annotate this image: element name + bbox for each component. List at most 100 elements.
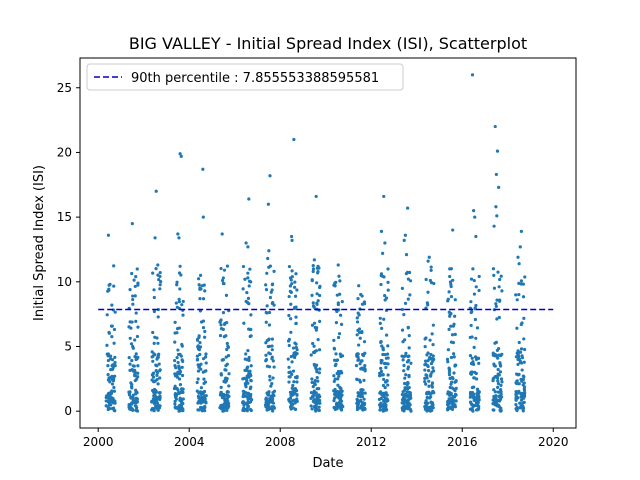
data-point [468,392,473,397]
data-point [153,335,157,339]
data-point [380,344,384,348]
data-point [498,370,503,374]
data-point [225,320,229,325]
data-point [311,269,315,274]
data-point [521,409,525,413]
data-point [248,327,252,332]
data-point [428,355,432,360]
data-point [475,407,479,412]
data-point [316,299,320,303]
data-point [133,368,137,372]
data-point [337,403,341,408]
data-point [272,269,276,273]
data-point [175,375,179,379]
data-point [334,352,338,356]
data-point [111,363,115,367]
data-point [150,378,154,382]
data-point [334,321,339,325]
data-point [106,400,110,404]
data-point [334,362,338,366]
data-point [310,293,314,297]
y-tick-label: 15 [57,210,72,224]
data-point [128,362,132,366]
data-point [136,375,140,379]
data-point [427,255,431,259]
data-point [219,372,223,376]
data-point [317,266,321,270]
data-point [181,313,185,317]
data-point [106,352,111,356]
data-point [248,407,253,412]
data-point [198,287,202,291]
data-point [134,398,138,402]
data-point [468,407,472,411]
data-point [295,288,299,292]
data-point [400,401,404,405]
data-point [173,402,177,406]
data-point [219,327,224,331]
data-point [264,400,268,404]
data-point [153,406,157,410]
data-point [136,371,140,375]
data-point [517,357,521,361]
data-point [470,335,474,339]
data-point [198,297,202,301]
data-point [107,331,111,335]
data-point [154,189,158,193]
data-point [113,355,117,359]
data-point [318,367,322,371]
data-point [130,221,134,226]
data-point [355,354,359,359]
data-point [295,393,299,397]
data-point [500,380,504,384]
data-point [196,345,200,349]
data-point [334,393,338,397]
data-point [472,278,476,283]
data-point [201,215,205,219]
data-point [316,271,320,275]
data-point [272,394,276,398]
data-point [472,209,476,213]
data-point [518,401,522,405]
data-point [202,390,206,394]
data-point [271,376,275,380]
data-point [131,302,135,306]
data-point [492,388,496,392]
data-point [469,300,473,304]
data-point [336,391,340,396]
data-point [520,401,525,405]
data-point [472,345,476,349]
data-point [494,302,498,306]
data-point [246,349,250,353]
data-point [178,287,182,291]
data-point [382,317,386,321]
data-point [362,397,366,401]
data-point [291,369,296,373]
data-point [315,375,319,380]
data-point [357,358,361,362]
data-point [295,352,299,356]
data-point [384,391,388,395]
data-point [403,301,408,305]
data-point [264,396,268,400]
data-point [134,352,138,356]
data-point [110,303,114,307]
data-point [448,314,452,318]
data-point [247,197,251,201]
data-point [106,373,110,377]
data-point [267,404,271,408]
data-point [423,345,427,349]
data-point [517,262,521,266]
data-point [521,406,526,410]
data-point [249,313,253,317]
data-point [272,303,276,307]
data-point [473,317,477,322]
data-point [423,368,427,372]
data-point [263,403,268,407]
data-point [407,346,411,350]
data-point [290,360,294,364]
data-point [338,279,342,283]
data-point [130,382,134,387]
data-point [409,361,413,365]
